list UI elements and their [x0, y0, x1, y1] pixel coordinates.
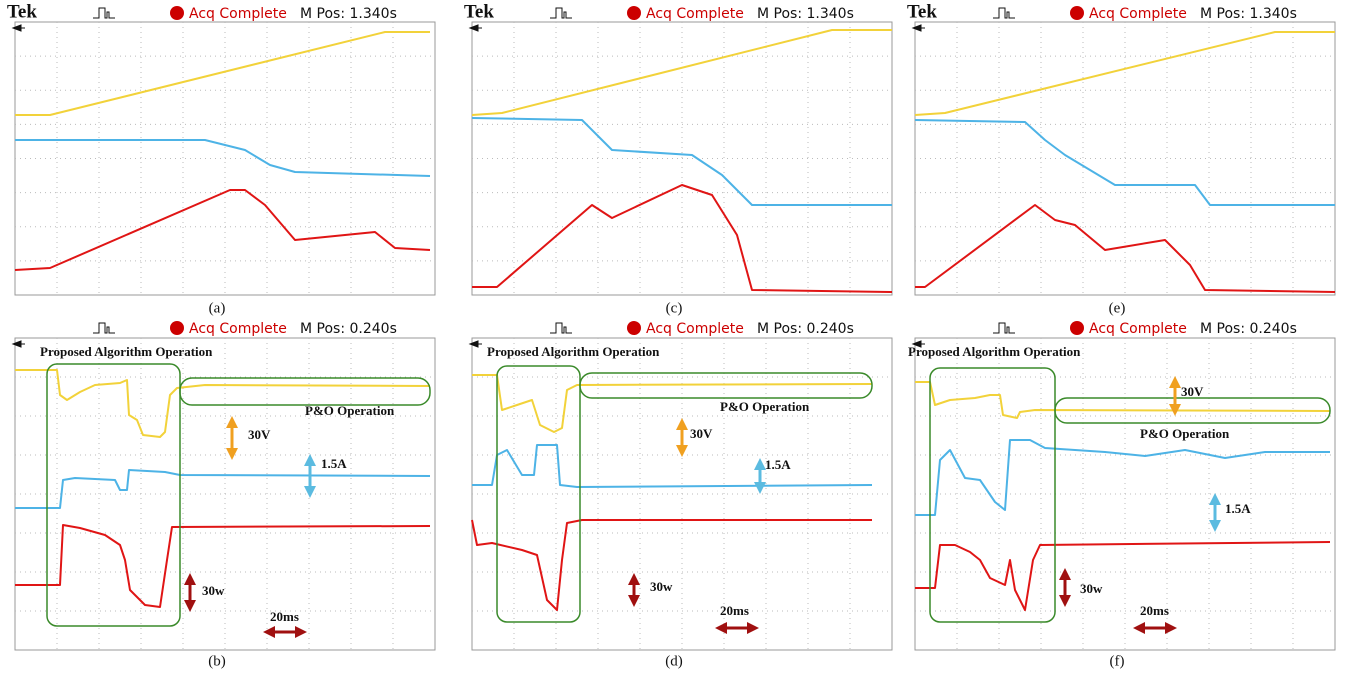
po-label: P&O Operation	[720, 399, 810, 414]
scope-panel: Tek Acq Complete M Pos: 1.340s (c)	[464, 1, 892, 316]
status: Acq Complete	[189, 6, 287, 22]
current-scale: 1.5A	[765, 457, 791, 472]
status: Acq Complete	[1089, 321, 1187, 337]
pulse-icon	[993, 323, 1015, 333]
scope-panel: Tek Acq Complete M Pos: 1.340s (e)	[907, 1, 1335, 316]
voltage-scale: 30V	[248, 427, 271, 442]
trace	[915, 440, 1330, 515]
trace	[472, 375, 872, 432]
power-scale: 30w	[202, 583, 225, 598]
status-dot	[627, 6, 641, 20]
highlight-box	[930, 368, 1055, 622]
trace	[915, 382, 1330, 418]
pulse-icon	[993, 8, 1015, 18]
trace	[915, 542, 1330, 610]
trace	[15, 470, 430, 508]
brand: Tek	[907, 1, 937, 22]
caption: (f)	[1110, 653, 1125, 669]
pulse-icon	[550, 323, 572, 333]
trace	[472, 445, 872, 487]
current-scale: 1.5A	[321, 456, 347, 471]
voltage-scale: 30V	[1181, 384, 1204, 399]
status-dot	[1070, 321, 1084, 335]
trace	[15, 190, 430, 270]
power-scale: 30w	[650, 579, 673, 594]
highlight-box	[180, 378, 430, 405]
trace	[472, 118, 892, 205]
algorithm-label: Proposed Algorithm Operation	[908, 344, 1081, 359]
position: M Pos: 0.240s	[1200, 321, 1297, 337]
status: Acq Complete	[646, 6, 744, 22]
brand: Tek	[7, 1, 37, 22]
figure: Tek Acq Complete M Pos: 1.340s (a) Tek Acq Co…	[0, 0, 1350, 675]
trace	[915, 205, 1335, 292]
scope-panel: Acq Complete M Pos: 0.240s Proposed Algori…	[13, 321, 435, 669]
pulse-icon	[93, 323, 115, 333]
po-label: P&O Operation	[305, 403, 395, 418]
caption: (e)	[1109, 300, 1126, 316]
caption: (a)	[209, 300, 226, 316]
time-scale: 20ms	[270, 609, 299, 624]
position: M Pos: 1.340s	[300, 6, 397, 22]
caption: (c)	[666, 300, 683, 316]
position: M Pos: 1.340s	[1200, 6, 1297, 22]
position: M Pos: 1.340s	[757, 6, 854, 22]
status-dot	[1070, 6, 1084, 20]
trace	[15, 32, 430, 115]
position: M Pos: 0.240s	[300, 321, 397, 337]
status-dot	[627, 321, 641, 335]
trace	[472, 185, 892, 292]
scope-panel: Acq Complete M Pos: 0.240s Proposed Algori…	[470, 321, 892, 669]
caption: (d)	[665, 653, 683, 669]
time-scale: 20ms	[720, 603, 749, 618]
brand: Tek	[464, 1, 494, 22]
trace	[15, 140, 430, 176]
status-dot	[170, 321, 184, 335]
pulse-icon	[550, 8, 572, 18]
status: Acq Complete	[646, 321, 744, 337]
pulse-icon	[93, 8, 115, 18]
status: Acq Complete	[1089, 6, 1187, 22]
status-dot	[170, 6, 184, 20]
position: M Pos: 0.240s	[757, 321, 854, 337]
time-scale: 20ms	[1140, 603, 1169, 618]
voltage-scale: 30V	[690, 426, 713, 441]
status: Acq Complete	[189, 321, 287, 337]
current-scale: 1.5A	[1225, 501, 1251, 516]
po-label: P&O Operation	[1140, 426, 1230, 441]
algorithm-label: Proposed Algorithm Operation	[487, 344, 660, 359]
power-scale: 30w	[1080, 581, 1103, 596]
scope-panel: Tek Acq Complete M Pos: 1.340s (a)	[7, 1, 435, 316]
caption: (b)	[208, 653, 226, 669]
algorithm-label: Proposed Algorithm Operation	[40, 344, 213, 359]
highlight-box	[47, 364, 180, 626]
scope-panel: Acq Complete M Pos: 0.240s Proposed Algori…	[908, 321, 1335, 669]
